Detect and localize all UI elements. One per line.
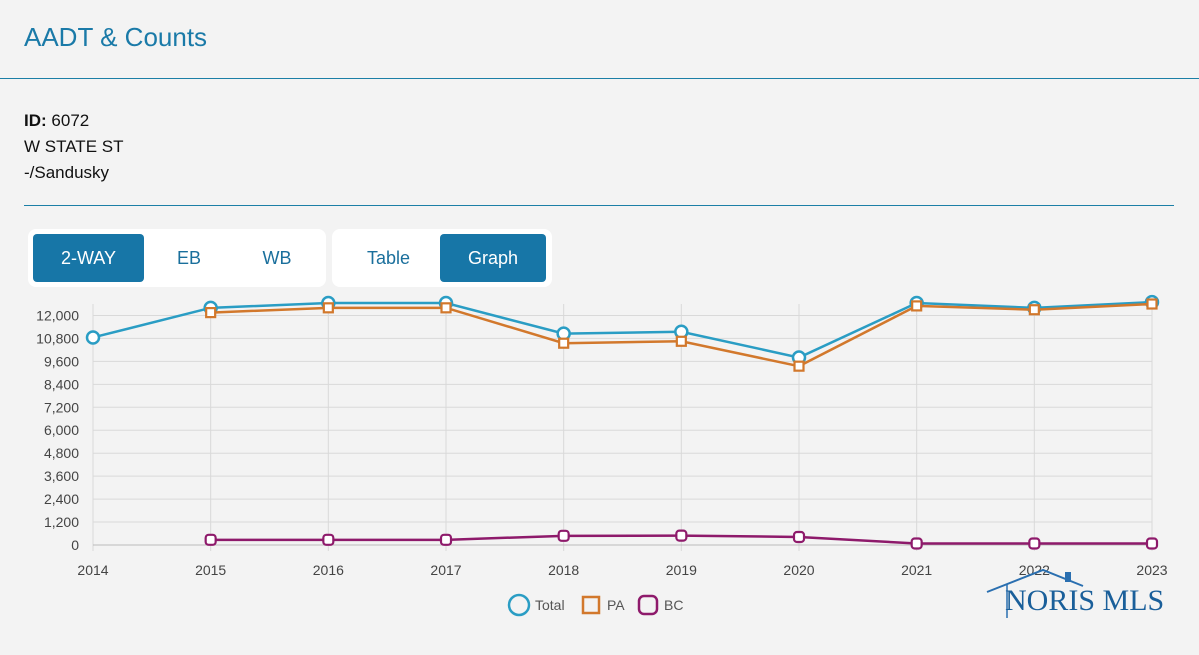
- data-point-bc: [322, 533, 335, 546]
- data-point-pa: [793, 360, 805, 372]
- x-tick-label: 2019: [666, 562, 697, 578]
- data-point-pa: [322, 302, 334, 314]
- page-header: AADT & Counts: [0, 0, 1199, 79]
- data-point-pa: [440, 302, 452, 314]
- tab-table[interactable]: Table: [366, 247, 411, 268]
- aadt-line-chart: 0 1,200 2,400 3,600 4,800 6,000 7,200 8,400 9,60…: [36, 294, 1168, 617]
- id-label: ID:: [24, 111, 47, 130]
- tab-eb[interactable]: EB: [176, 247, 201, 268]
- y-tick-label: 3,600: [44, 468, 79, 484]
- data-point-bc: [557, 529, 570, 542]
- data-point-bc: [439, 533, 453, 546]
- logo-text: NORIS MLS: [1005, 584, 1165, 617]
- tab-2-way[interactable]: 2-WAY: [33, 234, 144, 282]
- tab-graph[interactable]: Graph: [440, 234, 546, 282]
- page-title: AADT & Counts: [24, 22, 208, 52]
- data-point-total: [85, 330, 101, 345]
- x-tick-label: 2020: [783, 562, 814, 578]
- data-point-bc: [1145, 537, 1159, 550]
- y-tick-label: 8,400: [44, 376, 79, 392]
- location-info: ID: 6072 W STATE ST -/Sandusky: [24, 108, 123, 186]
- data-point-pa: [911, 300, 923, 312]
- data-point-pa: [675, 335, 687, 347]
- id-value: 6072: [51, 111, 90, 130]
- y-tick-label: 12,000: [36, 307, 79, 323]
- y-tick-label: 7,200: [44, 399, 79, 415]
- data-point-pa: [558, 337, 570, 349]
- x-tick-label: 2015: [195, 562, 226, 578]
- legend-label-pa: PA: [607, 597, 625, 613]
- y-tick-label: 9,600: [44, 353, 79, 369]
- data-point-pa: [1028, 304, 1040, 316]
- y-tick-label: 2,400: [44, 491, 79, 507]
- x-tick-label: 2018: [548, 562, 579, 578]
- direction-toggle: 2-WAY EB WB: [28, 229, 326, 287]
- legend-swatch-bc: [637, 594, 659, 616]
- id-line: ID: 6072: [24, 108, 123, 134]
- legend-label-bc: BC: [664, 597, 683, 613]
- x-tick-label: 2017: [430, 562, 461, 578]
- data-point-bc: [675, 529, 688, 542]
- data-point-bc: [1028, 537, 1041, 550]
- series-line-total: [92, 300, 1153, 359]
- segment-name: -/Sandusky: [24, 163, 110, 182]
- house-roof-icon: [986, 568, 1084, 618]
- section-divider: [24, 205, 1174, 206]
- tab-wb[interactable]: WB: [262, 247, 292, 268]
- data-point-pa: [1146, 298, 1158, 310]
- noris-mls-logo: NORIS MLS: [985, 566, 1180, 626]
- x-tick-label: 2022: [1019, 562, 1050, 578]
- legend-label-total: Total: [535, 597, 565, 613]
- legend-swatch-pa: [581, 595, 601, 615]
- x-tick-label: 2021: [901, 562, 932, 578]
- street-name: W STATE ST: [24, 137, 124, 156]
- y-tick-label: 6,000: [44, 422, 79, 438]
- data-point-bc: [204, 533, 217, 546]
- y-tick-label: 1,200: [44, 514, 79, 530]
- data-point-bc: [792, 530, 806, 544]
- y-tick-label: 4,800: [44, 445, 79, 461]
- view-toggle: Table Graph: [332, 229, 552, 287]
- legend-swatch-total: [507, 593, 531, 617]
- y-tick-label: 0: [71, 537, 79, 553]
- x-tick-label: 2023: [1136, 562, 1167, 578]
- x-tick-label: 2014: [77, 562, 108, 578]
- x-tick-label: 2016: [313, 562, 344, 578]
- y-tick-label: 10,800: [36, 330, 79, 346]
- data-point-pa: [205, 307, 217, 319]
- data-point-bc: [910, 537, 923, 550]
